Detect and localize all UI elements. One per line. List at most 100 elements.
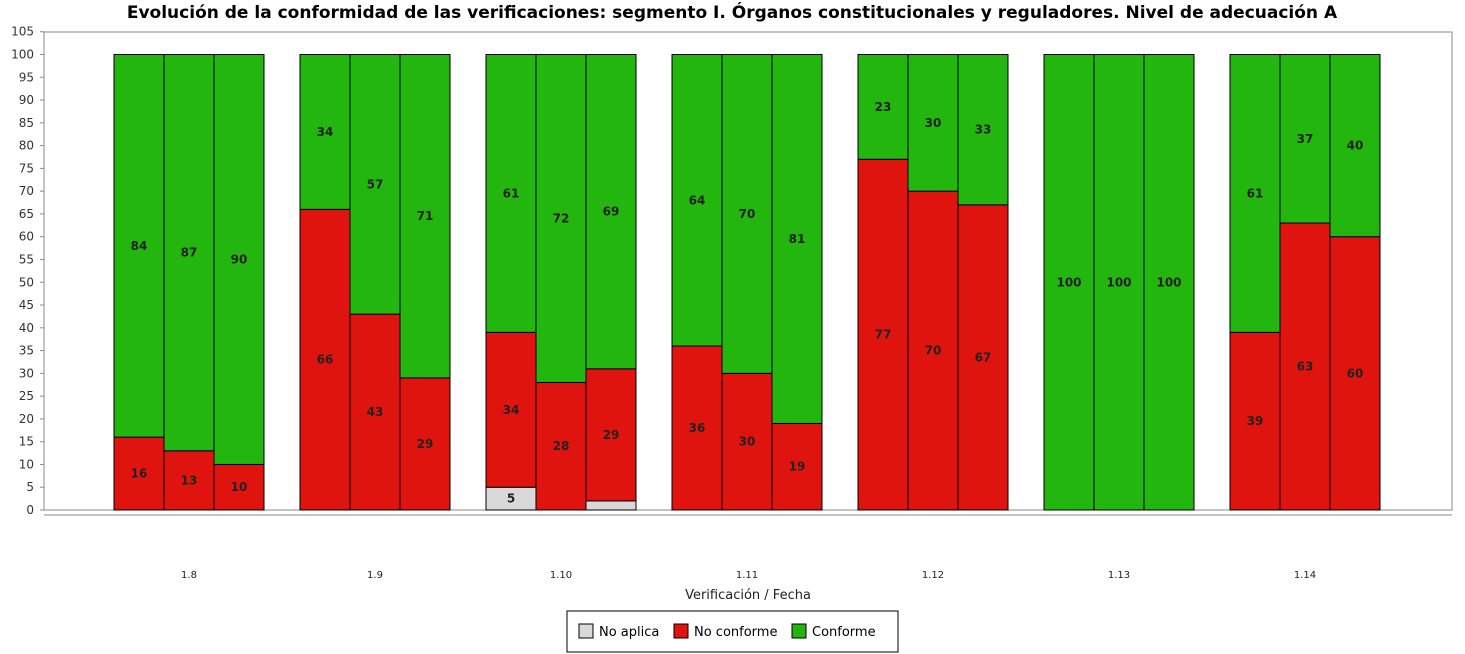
legend-swatch-no-aplica	[578, 623, 594, 639]
y-tick-label: 10	[19, 457, 34, 471]
data-label: 64	[689, 193, 706, 207]
x-tick-label: 1.10	[550, 570, 572, 581]
legend-label-no-aplica: No aplica	[599, 625, 659, 640]
data-label: 23	[875, 100, 892, 114]
y-tick-label: 65	[19, 207, 34, 221]
data-label: 63	[1297, 360, 1314, 374]
x-tick-label: 1.8	[181, 570, 197, 581]
bar-segment-conforme	[113, 54, 165, 438]
data-label: 16	[131, 467, 148, 481]
y-tick-label: 85	[19, 116, 34, 130]
legend-swatch-conforme	[791, 623, 807, 639]
legend-box	[566, 610, 899, 653]
data-label: 39	[1247, 414, 1264, 428]
x-tick-label: 1.14	[1294, 570, 1316, 581]
data-label: 30	[925, 116, 942, 130]
bar-segment-conforme	[1143, 54, 1195, 511]
data-label: 90	[231, 252, 248, 266]
bars-group	[113, 54, 1381, 511]
bar-segment-conforme	[957, 54, 1009, 206]
data-label: 29	[603, 428, 620, 442]
data-labels-group: 16 84 13 87 10 90 66 34 43 57 29 71 5 34 61 28 72 29 69 36 6…	[131, 100, 1364, 506]
bar-segment-conforme	[671, 54, 723, 347]
bar-segment-conforme	[535, 54, 587, 383]
data-label: 66	[317, 353, 334, 367]
y-tick-label: 105	[11, 25, 34, 39]
bar-segment-no-conforme	[213, 463, 265, 511]
data-label: 61	[1247, 186, 1264, 200]
x-axis-label: Verificación / Fecha	[685, 588, 811, 603]
y-tick-label: 40	[19, 321, 34, 335]
bar-segment-conforme	[399, 54, 451, 379]
data-label: 60	[1347, 366, 1364, 380]
bar-segment-conforme	[1043, 54, 1095, 511]
y-tick-label: 55	[19, 252, 34, 266]
chart-title: Evolución de la conformidad de las verif…	[127, 1, 1338, 23]
bar-segment-conforme	[585, 54, 637, 370]
data-label: 34	[503, 403, 520, 417]
bar-segment-no-conforme	[857, 158, 909, 511]
data-label: 10	[231, 480, 248, 494]
bar-segment-conforme	[349, 54, 401, 315]
bar-segment-no-conforme	[585, 368, 637, 502]
bar-segment-no-conforme	[299, 208, 351, 511]
y-tick-label: 20	[19, 412, 34, 426]
data-label: 57	[367, 177, 384, 191]
y-tick-label: 90	[19, 93, 34, 107]
legend-label-conforme: Conforme	[812, 625, 876, 640]
bar-segment-no-conforme	[771, 422, 823, 511]
bar-segment-conforme	[213, 54, 265, 465]
y-tick-label: 95	[19, 70, 34, 84]
y-tick-label: 100	[11, 48, 34, 62]
data-label: 36	[689, 421, 706, 435]
x-axis-ticks: 1.8 1.9 1.10 1.11 1.12 1.13 1.14	[181, 570, 1316, 581]
bar-segment-conforme	[1229, 54, 1281, 333]
data-label: 87	[181, 246, 198, 260]
bar-segment-no-aplica	[585, 500, 637, 511]
data-label: 69	[603, 205, 620, 219]
y-tick-label: 60	[19, 230, 34, 244]
y-tick-label: 70	[19, 184, 34, 198]
data-label: 72	[553, 211, 570, 225]
y-tick-label: 75	[19, 161, 34, 175]
y-tick-label: 15	[19, 435, 34, 449]
data-label: 70	[925, 344, 942, 358]
bar-segment-no-conforme	[113, 436, 165, 511]
data-label: 43	[367, 405, 384, 419]
bar-segment-conforme	[857, 54, 909, 160]
y-tick-label: 35	[19, 344, 34, 358]
bar-segment-no-conforme	[1329, 236, 1381, 511]
bar-segment-conforme	[163, 54, 215, 452]
y-tick-label: 30	[19, 366, 34, 380]
bar-segment-conforme	[485, 54, 537, 333]
data-label: 71	[417, 209, 434, 223]
x-tick-label: 1.12	[922, 570, 944, 581]
data-label: 13	[181, 473, 198, 487]
bar-segment-conforme	[721, 54, 773, 374]
y-tick-label: 50	[19, 275, 34, 289]
data-label: 77	[875, 328, 892, 342]
x-tick-label: 1.13	[1108, 570, 1130, 581]
y-axis: 0 5 10 15 20 25 30 35 40 45 50 55 60 65 70 75 80 85 90 95 10…	[11, 25, 44, 517]
data-label: 100	[1156, 275, 1181, 289]
legend: No aplica No conforme Conforme	[566, 610, 899, 653]
data-label: 37	[1297, 132, 1314, 146]
data-label: 40	[1347, 139, 1364, 153]
x-tick-label: 1.9	[367, 570, 383, 581]
x-tick-label: 1.11	[736, 570, 758, 581]
y-tick-label: 25	[19, 389, 34, 403]
legend-swatch-no-conforme	[673, 623, 689, 639]
bar-segment-no-conforme	[485, 331, 537, 488]
data-label: 61	[503, 186, 520, 200]
bar-segment-conforme	[1329, 54, 1381, 238]
data-label: 28	[553, 439, 570, 453]
bar-segment-conforme	[1093, 54, 1145, 511]
y-tick-label: 80	[19, 139, 34, 153]
legend-label-no-conforme: No conforme	[694, 625, 777, 640]
data-label: 29	[417, 437, 434, 451]
bar-segment-conforme	[907, 54, 959, 192]
bar-segment-conforme	[1279, 54, 1331, 224]
data-label: 100	[1106, 275, 1131, 289]
y-tick-label: 5	[26, 480, 34, 494]
